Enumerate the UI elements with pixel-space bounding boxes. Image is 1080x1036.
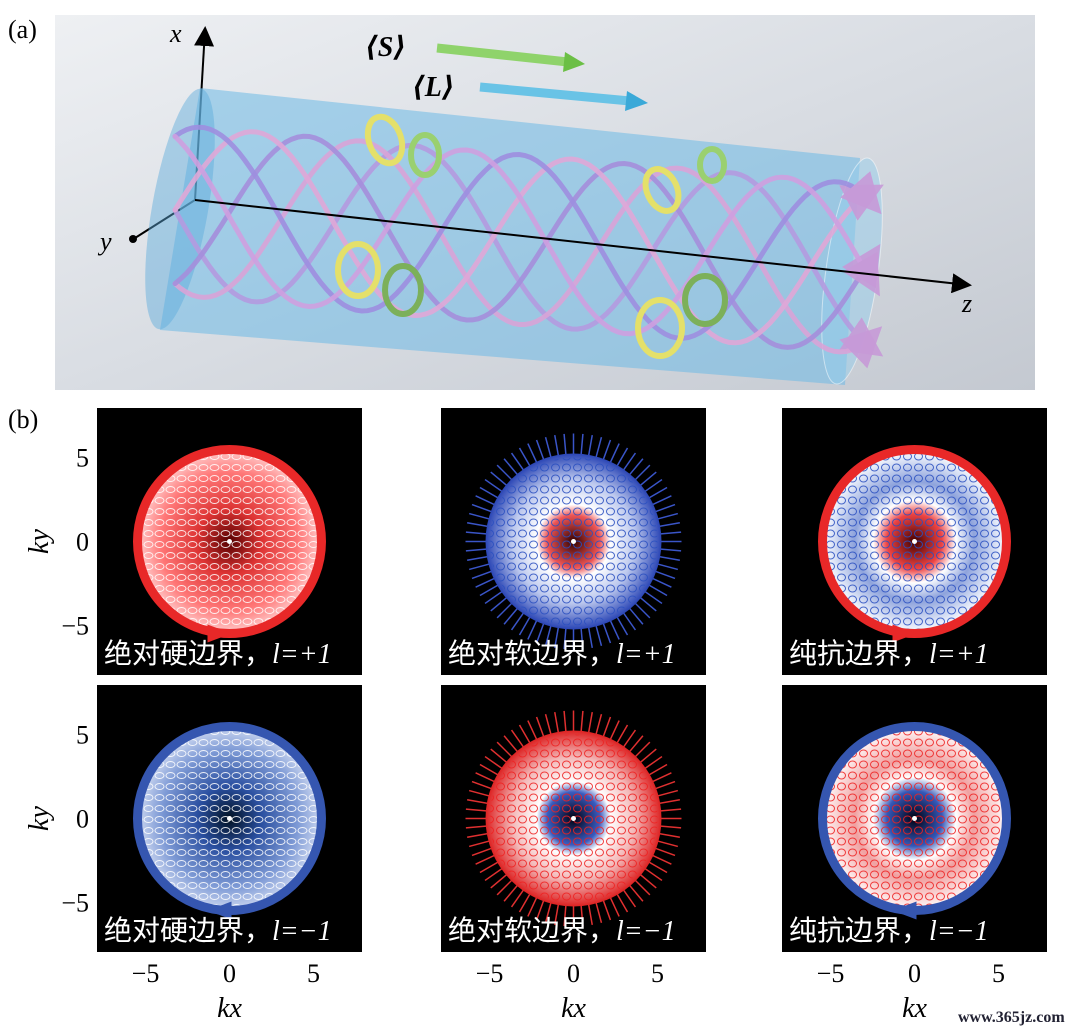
caption-param: l=−1 bbox=[929, 916, 989, 947]
helix bbox=[172, 133, 880, 337]
caption-name: 纯抗边界， bbox=[789, 638, 929, 670]
center-dot bbox=[571, 816, 576, 821]
spin-arrow bbox=[436, 43, 569, 67]
caption-name: 纯抗边界， bbox=[789, 915, 929, 947]
x-tick-label: −5 bbox=[132, 959, 160, 988]
y-tick-label: 0 bbox=[76, 528, 89, 557]
caption-param: l=−1 bbox=[272, 916, 332, 947]
plot-caption: 绝对软边界，l=+1 bbox=[448, 638, 676, 670]
spin-rings bbox=[335, 113, 728, 359]
x-tick-label: −5 bbox=[476, 959, 504, 988]
spin-label: ⟨S⟩ bbox=[365, 32, 406, 63]
x-tick-label: 0 bbox=[908, 959, 921, 988]
plot-caption: 纯抗边界，l=+1 bbox=[789, 638, 989, 670]
caption-param: l=+1 bbox=[616, 639, 676, 670]
helix bbox=[172, 129, 884, 346]
x-tick-label: 0 bbox=[223, 959, 236, 988]
panel-label: (a) bbox=[8, 15, 37, 44]
plot: 绝对硬边界，l=+1 bbox=[97, 408, 362, 675]
x-tick-label: 5 bbox=[992, 959, 1005, 988]
x-tick-label: −5 bbox=[817, 959, 845, 988]
orbital-label: ⟨L⟩ bbox=[412, 72, 455, 103]
boundary-arrow bbox=[207, 901, 232, 920]
caption-name: 绝对硬边界， bbox=[104, 915, 272, 947]
cylinder-end bbox=[145, 88, 215, 330]
plot: 绝对软边界，l=−1 bbox=[441, 685, 706, 952]
orbital-arrow-head bbox=[625, 91, 648, 111]
z-axis bbox=[194, 199, 972, 294]
spin-arrow-head bbox=[563, 52, 585, 72]
x-axis-label: kx bbox=[217, 993, 242, 1024]
caption-name: 绝对硬边界， bbox=[104, 638, 272, 670]
center-dot bbox=[227, 816, 232, 821]
x-tick-label: 0 bbox=[567, 959, 580, 988]
caption-name: 绝对软边界， bbox=[448, 915, 616, 947]
y-axis-end bbox=[129, 235, 137, 243]
boundary-arrow bbox=[892, 901, 917, 920]
x-tick-label: 5 bbox=[307, 959, 320, 988]
plot: 纯抗边界，l=+1 bbox=[782, 408, 1047, 675]
y-axis-label: ky bbox=[24, 529, 55, 554]
plot: 纯抗边界，l=−1 bbox=[782, 685, 1047, 952]
caption-param: l=+1 bbox=[929, 639, 989, 670]
orbital-arrow bbox=[479, 82, 631, 106]
panel-label: (b) bbox=[8, 405, 38, 434]
boundary-arrow bbox=[207, 624, 232, 643]
y-tick-label: 5 bbox=[76, 444, 89, 473]
caption-param: l=−1 bbox=[616, 916, 676, 947]
y-axis-label: ky bbox=[24, 806, 55, 831]
caption-name: 绝对软边界， bbox=[448, 638, 616, 670]
axis-label: z bbox=[961, 289, 972, 318]
x-axis-label: kx bbox=[902, 993, 927, 1024]
y-tick-label: 5 bbox=[76, 721, 89, 750]
watermark: www.365jz.com bbox=[958, 1009, 1065, 1026]
caption-param: l=+1 bbox=[272, 639, 332, 670]
axis-label: x bbox=[169, 19, 182, 48]
y-tick-label: −5 bbox=[61, 889, 89, 918]
center-dot bbox=[912, 539, 917, 544]
x-axis-label: kx bbox=[561, 993, 586, 1024]
y-tick-label: 0 bbox=[76, 805, 89, 834]
plot: 绝对软边界，l=+1 bbox=[441, 408, 706, 675]
boundary-arrow bbox=[892, 624, 917, 643]
x-tick-label: 5 bbox=[651, 959, 664, 988]
plot-caption: 纯抗边界，l=−1 bbox=[789, 915, 989, 947]
plot-caption: 绝对硬边界，l=−1 bbox=[104, 915, 332, 947]
center-dot bbox=[227, 539, 232, 544]
y-tick-label: −5 bbox=[61, 612, 89, 641]
axis-label: y bbox=[97, 227, 112, 256]
helix bbox=[172, 124, 882, 341]
plot-caption: 绝对软边界，l=−1 bbox=[448, 915, 676, 947]
center-dot bbox=[571, 539, 576, 544]
center-dot bbox=[912, 816, 917, 821]
plot: 绝对硬边界，l=−1 bbox=[97, 685, 362, 952]
plot-caption: 绝对硬边界，l=+1 bbox=[104, 638, 332, 670]
